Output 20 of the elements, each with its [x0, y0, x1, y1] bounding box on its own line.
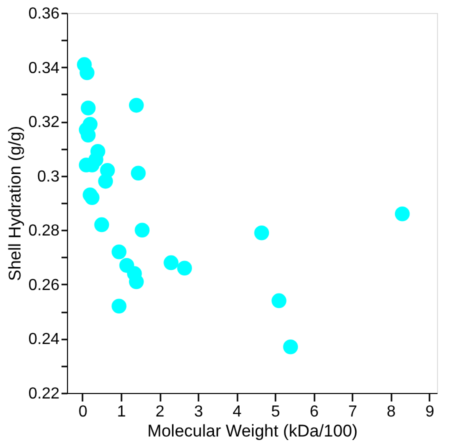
- y-tick-label: 0.28: [28, 222, 60, 240]
- x-tick-label: 0: [78, 404, 88, 420]
- x-axis-title: Molecular Weight (kDa/100): [147, 422, 358, 440]
- y-tick-label: 0.3: [37, 168, 60, 186]
- x-tick-label: 1: [117, 404, 126, 420]
- x-tick-label: 3: [194, 404, 204, 420]
- y-tick-label: 0.26: [28, 276, 60, 294]
- x-tick-label: 9: [425, 404, 434, 420]
- x-tick-label: 2: [156, 404, 165, 420]
- x-tick-label: 6: [310, 404, 319, 420]
- x-tick-label: 4: [232, 404, 242, 420]
- y-tick-label: 0.24: [28, 331, 60, 348]
- y-axis-title: Shell Hydration (g/g): [5, 126, 24, 281]
- x-tick-label: 7: [348, 404, 358, 420]
- x-tick-label: 5: [271, 404, 280, 420]
- y-tick-label: 0.32: [28, 114, 60, 132]
- y-tick-label: 0.36: [28, 6, 60, 22]
- x-tick-label: 8: [386, 404, 396, 420]
- y-tick-label: 0.22: [28, 386, 60, 402]
- y-tick-label: 0.34: [28, 60, 60, 77]
